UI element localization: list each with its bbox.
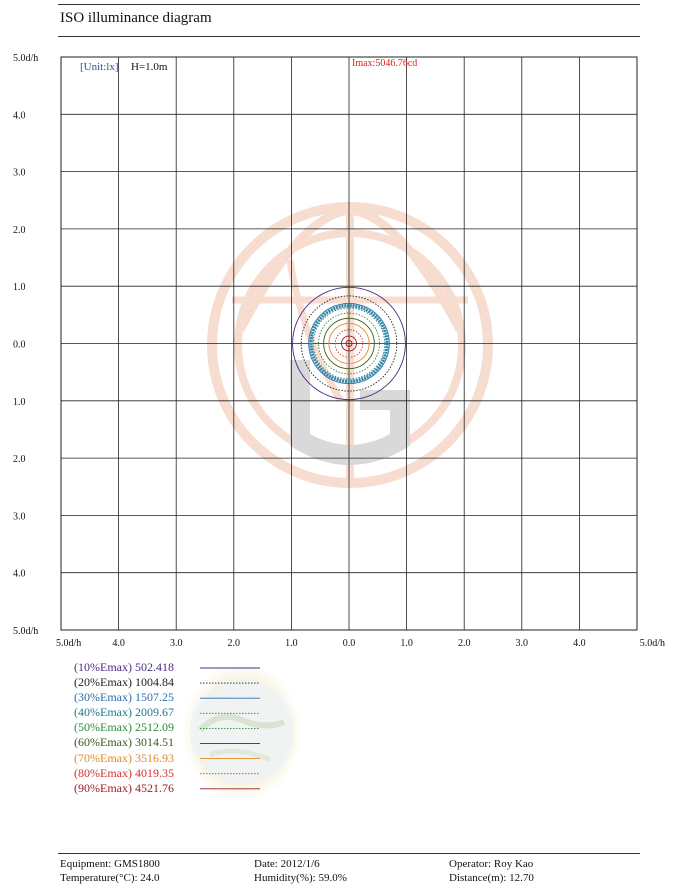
contour-7 xyxy=(328,322,370,365)
operator-text: Operator: Roy Kao xyxy=(449,858,534,870)
x-tick-label: 2.0 xyxy=(458,638,471,649)
legend-label: (80%Emax) xyxy=(74,765,135,780)
distance-text: Distance(m): 12.70 xyxy=(449,872,534,884)
contour-2 xyxy=(300,295,398,392)
contour-9 xyxy=(341,335,357,352)
contour-5 xyxy=(318,312,380,375)
contour-4 xyxy=(312,307,386,380)
y-tick-label: 2.0 xyxy=(13,225,26,236)
height-label: H=1.0m xyxy=(131,61,168,73)
x-tick-label: 5.0d/h xyxy=(56,638,81,649)
contour-center xyxy=(345,340,353,347)
y-tick-label: 5.0d/h xyxy=(13,626,38,637)
legend-item-8: (80%Emax) 4019.35 xyxy=(74,766,174,781)
legend-label: (50%Emax) xyxy=(74,720,135,735)
chart-labels: 5.0d/h 4.0 3.0 2.0 1.0 0.0 1.0 2.0 3.0 4.0 5.0d/h 5… xyxy=(13,53,665,649)
top-rule xyxy=(58,4,640,5)
contour-lines xyxy=(292,286,406,401)
x-tick-label: 1.0 xyxy=(400,638,413,649)
legend-value: 3516.93 xyxy=(134,750,174,765)
legend-value: 2512.09 xyxy=(134,720,174,735)
contour-highlight-band xyxy=(309,304,389,383)
globe-watermark xyxy=(182,662,302,802)
title-rule xyxy=(58,36,640,37)
equipment-text: Equipment: GMS1800 xyxy=(60,858,160,870)
legend-label: (20%Emax) xyxy=(74,675,135,690)
legend-label: (30%Emax) xyxy=(74,690,135,705)
x-tick-label: 3.0 xyxy=(170,638,183,649)
legend-label: (10%Emax) xyxy=(74,660,135,674)
contour-6 xyxy=(323,317,375,370)
legend-label: (60%Emax) xyxy=(74,735,135,750)
legend-value: 1507.25 xyxy=(134,690,174,705)
x-tick-label: 4.0 xyxy=(112,638,125,649)
legend-item-6: (60%Emax) 3014.51 xyxy=(74,735,174,750)
legend-swatches xyxy=(200,667,260,790)
x-tick-label: 1.0 xyxy=(285,638,298,649)
contour-3 xyxy=(308,302,390,385)
legend-value: 502.418 xyxy=(134,660,174,674)
humidity-text: Humidity(%): 59.0% xyxy=(254,872,347,884)
date-text: Date: 2012/1/6 xyxy=(254,858,320,870)
iso-illuminance-chart: 5.0d/h 4.0 3.0 2.0 1.0 0.0 1.0 2.0 3.0 4.0 5.0d/h 5… xyxy=(13,53,665,649)
footer-rule xyxy=(58,853,640,854)
imax-label: Imax:5046.76cd xyxy=(352,58,417,69)
y-tick-label: 2.0 xyxy=(13,454,26,465)
legend-value: 2009.67 xyxy=(134,705,174,720)
x-tick-label: 2.0 xyxy=(228,638,241,649)
legend-item-5: (50%Emax) 2512.09 xyxy=(74,720,174,735)
chart-grid xyxy=(60,56,638,631)
legend-item-1: (10%Emax) 502.418 xyxy=(74,660,174,675)
legend-value: 4019.35 xyxy=(134,765,174,780)
y-tick-label: 1.0 xyxy=(13,397,26,408)
legend-label: (70%Emax) xyxy=(74,750,135,765)
legend-item-2: (20%Emax) 1004.84 xyxy=(74,675,174,690)
page-title: ISO illuminance diagram xyxy=(60,10,212,26)
legend-item-4: (40%Emax) 2009.67 xyxy=(74,705,174,720)
legend-item-3: (30%Emax) 1507.25 xyxy=(74,690,174,705)
unit-label: [Unit:lx] xyxy=(80,61,119,73)
x-tick-label: 5.0d/h xyxy=(640,638,665,649)
y-tick-label: 3.0 xyxy=(13,511,26,522)
contour-legend: (10%Emax) 502.418 (20%Emax) 1004.84 (30%Em… xyxy=(74,660,174,796)
x-tick-label: 0.0 xyxy=(343,638,356,649)
temperature-text: Temperature(°C): 24.0 xyxy=(60,872,160,884)
y-tick-label: 0.0 xyxy=(13,340,26,351)
contour-8 xyxy=(334,329,364,358)
legend-value: 3014.51 xyxy=(134,735,174,750)
y-tick-label: 4.0 xyxy=(13,569,26,580)
x-tick-label: 4.0 xyxy=(573,638,586,649)
legend-item-9: (90%Emax) 4521.76 xyxy=(74,781,174,796)
legend-item-7: (70%Emax) 3516.93 xyxy=(74,751,174,766)
watermark-logo xyxy=(207,202,493,488)
x-tick-label: 3.0 xyxy=(516,638,529,649)
y-tick-label: 5.0d/h xyxy=(13,53,38,64)
y-tick-label: 1.0 xyxy=(13,282,26,293)
legend-value: 4521.76 xyxy=(134,780,174,795)
legend-label: (40%Emax) xyxy=(74,705,135,720)
legend-value: 1004.84 xyxy=(134,675,174,690)
y-tick-label: 3.0 xyxy=(13,168,26,179)
contour-1 xyxy=(292,286,406,401)
y-tick-label: 4.0 xyxy=(13,110,26,121)
legend-label: (90%Emax) xyxy=(74,780,135,795)
